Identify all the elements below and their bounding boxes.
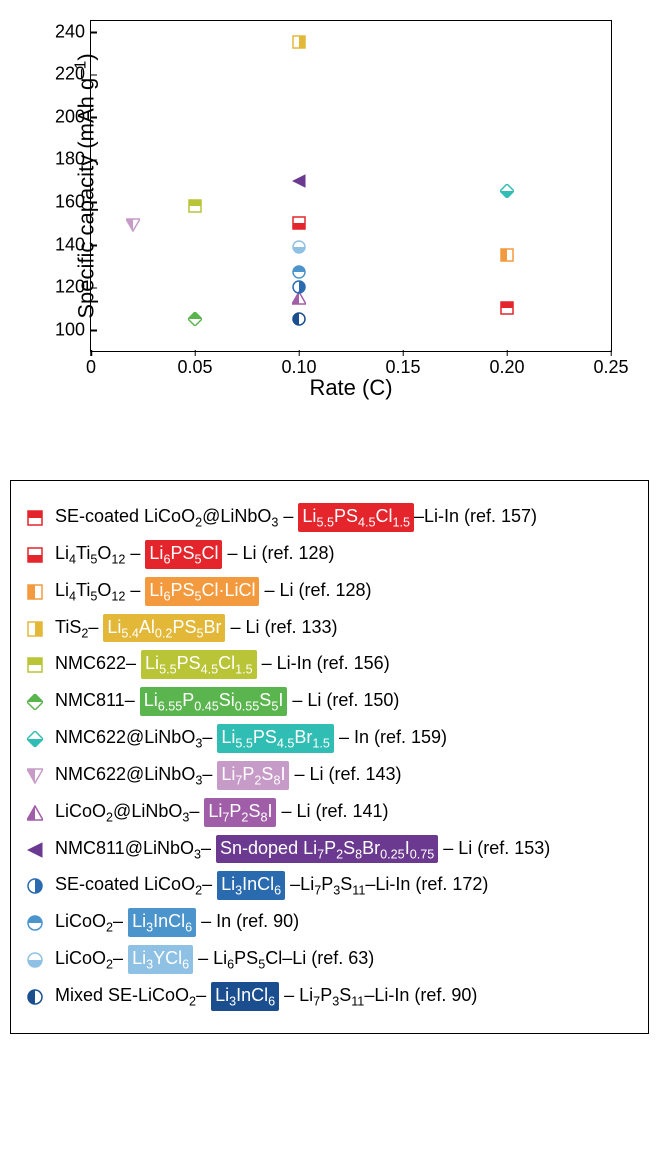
legend-label: NMC811– Li6.55P0.45Si0.55S5I – Li (ref. …	[55, 687, 632, 716]
y-tick: 180	[55, 149, 91, 170]
data-point	[500, 184, 514, 198]
data-point	[292, 174, 306, 188]
legend-item: NMC811– Li6.55P0.45Si0.55S5I – Li (ref. …	[27, 687, 632, 716]
data-point	[292, 265, 306, 279]
legend-item: Mixed SE-LiCoO2– Li3InCl6 – Li7P3S11–Li-…	[27, 982, 632, 1011]
legend-marker	[27, 581, 45, 599]
data-point	[188, 312, 202, 326]
legend-item: LiCoO2@LiNbO3– Li7P2S8I – Li (ref. 141)	[27, 798, 632, 827]
legend-label: SE-coated LiCoO2@LiNbO3 – Li5.5PS4.5Cl1.…	[55, 503, 632, 532]
legend-marker	[27, 618, 45, 636]
legend-item: TiS2– Li5.4Al0.2PS5Br – Li (ref. 133)	[27, 614, 632, 643]
legend-label: LiCoO2@LiNbO3– Li7P2S8I – Li (ref. 141)	[55, 798, 632, 827]
legend-marker	[27, 507, 45, 525]
data-point	[188, 199, 202, 213]
legend-label: TiS2– Li5.4Al0.2PS5Br – Li (ref. 133)	[55, 614, 632, 643]
y-tick: 140	[55, 234, 91, 255]
y-tick: 240	[55, 21, 91, 42]
legend-item: LiCoO2– Li3InCl6 – In (ref. 90)	[27, 908, 632, 937]
legend-item: NMC622@LiNbO3– Li5.5PS4.5Br1.5 – In (ref…	[27, 724, 632, 753]
data-point	[126, 218, 140, 232]
data-point	[292, 312, 306, 326]
legend-item: NMC622@LiNbO3– Li7P2S8I – Li (ref. 143)	[27, 761, 632, 790]
legend-marker	[27, 691, 45, 709]
legend-marker	[27, 986, 45, 1004]
legend-label: Li4Ti5O12 – Li6PS5Cl – Li (ref. 128)	[55, 540, 632, 569]
legend-marker	[27, 802, 45, 820]
x-tick: 0.25	[593, 351, 628, 378]
data-point	[500, 248, 514, 262]
legend-item: SE-coated LiCoO2– Li3InCl6 –Li7P3S11–Li-…	[27, 871, 632, 900]
legend-marker	[27, 839, 45, 857]
data-point	[500, 301, 514, 315]
legend-item: NMC622– Li5.5PS4.5Cl1.5 – Li-In (ref. 15…	[27, 650, 632, 679]
x-tick: 0.05	[177, 351, 212, 378]
x-tick: 0.15	[385, 351, 420, 378]
scatter-chart: Specific capacity (mAh g–1) Rate (C) 00.…	[10, 10, 641, 410]
legend-label: LiCoO2– Li3YCl6 – Li6PS5Cl–Li (ref. 63)	[55, 945, 632, 974]
legend-marker	[27, 765, 45, 783]
legend-marker	[27, 875, 45, 893]
legend-item: Li4Ti5O12 – Li6PS5Cl – Li (ref. 128)	[27, 540, 632, 569]
plot-area: Specific capacity (mAh g–1) Rate (C) 00.…	[90, 20, 612, 352]
legend-marker	[27, 544, 45, 562]
legend: SE-coated LiCoO2@LiNbO3 – Li5.5PS4.5Cl1.…	[10, 480, 649, 1034]
x-tick: 0.10	[281, 351, 316, 378]
legend-label: LiCoO2– Li3InCl6 – In (ref. 90)	[55, 908, 632, 937]
legend-marker	[27, 912, 45, 930]
legend-label: NMC811@LiNbO3– Sn-doped Li7P2S8Br0.25I0.…	[55, 835, 632, 864]
data-point	[292, 280, 306, 294]
legend-marker	[27, 728, 45, 746]
legend-item: Li4Ti5O12 – Li6PS5Cl·LiCl – Li (ref. 128…	[27, 577, 632, 606]
legend-label: NMC622@LiNbO3– Li7P2S8I – Li (ref. 143)	[55, 761, 632, 790]
y-tick: 200	[55, 106, 91, 127]
y-tick: 220	[55, 64, 91, 85]
legend-label: Li4Ti5O12 – Li6PS5Cl·LiCl – Li (ref. 128…	[55, 577, 632, 606]
legend-item: NMC811@LiNbO3– Sn-doped Li7P2S8Br0.25I0.…	[27, 835, 632, 864]
legend-item: SE-coated LiCoO2@LiNbO3 – Li5.5PS4.5Cl1.…	[27, 503, 632, 532]
legend-label: NMC622@LiNbO3– Li5.5PS4.5Br1.5 – In (ref…	[55, 724, 632, 753]
data-point	[292, 216, 306, 230]
y-tick: 160	[55, 191, 91, 212]
x-tick: 0.20	[489, 351, 524, 378]
legend-label: Mixed SE-LiCoO2– Li3InCl6 – Li7P3S11–Li-…	[55, 982, 632, 1011]
legend-marker	[27, 949, 45, 967]
legend-item: LiCoO2– Li3YCl6 – Li6PS5Cl–Li (ref. 63)	[27, 945, 632, 974]
data-point	[292, 35, 306, 49]
y-tick: 100	[55, 319, 91, 340]
data-point	[292, 240, 306, 254]
legend-label: NMC622– Li5.5PS4.5Cl1.5 – Li-In (ref. 15…	[55, 650, 632, 679]
legend-marker	[27, 654, 45, 672]
y-tick: 120	[55, 277, 91, 298]
x-tick: 0	[86, 351, 96, 378]
legend-label: SE-coated LiCoO2– Li3InCl6 –Li7P3S11–Li-…	[55, 871, 632, 900]
x-axis-label: Rate (C)	[309, 375, 392, 401]
